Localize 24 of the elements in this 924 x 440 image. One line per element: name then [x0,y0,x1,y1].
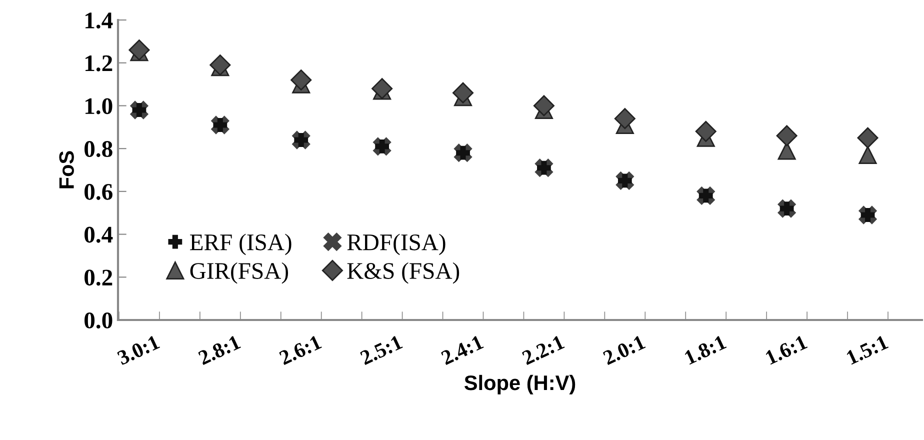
x-tick-label: 2.2:1 [521,334,565,366]
legend-label: RDF(ISA) [347,234,446,256]
x-tick-label: 1.6:1 [764,334,808,365]
legend-label: ERF (ISA) [190,234,292,256]
x-tick-label: 2.8:1 [198,334,242,366]
legend-label: K&S (FSA) [347,262,460,284]
legend-label: GIR(FSA) [190,262,288,284]
x-tick-label: 2.6:1 [278,334,322,366]
x-tick-label: 1.5:1 [846,334,889,365]
x-tick-label: 1.8:1 [684,334,727,365]
y-tick-label: 0.6 [84,184,112,200]
x-tick-label: 2.0:1 [602,334,646,366]
y-tick-label: 1.4 [86,12,113,29]
x-tick-label: 2.5:1 [359,334,403,366]
x-tick-label: 3.0:1 [116,334,160,366]
x-axis-title: Slope (H:V) [464,374,576,394]
y-tick-label: 0.8 [84,141,112,158]
y-tick-label: 0.4 [84,226,113,243]
y-tick-label: 1.0 [86,98,112,114]
x-tick-label: 2.4:1 [440,334,484,366]
y-axis-title: FoS [59,151,74,188]
y-tick-label: 0.2 [84,270,112,286]
y-tick-label: 1.2 [86,55,112,72]
y-tick-label: 0.0 [84,312,112,329]
